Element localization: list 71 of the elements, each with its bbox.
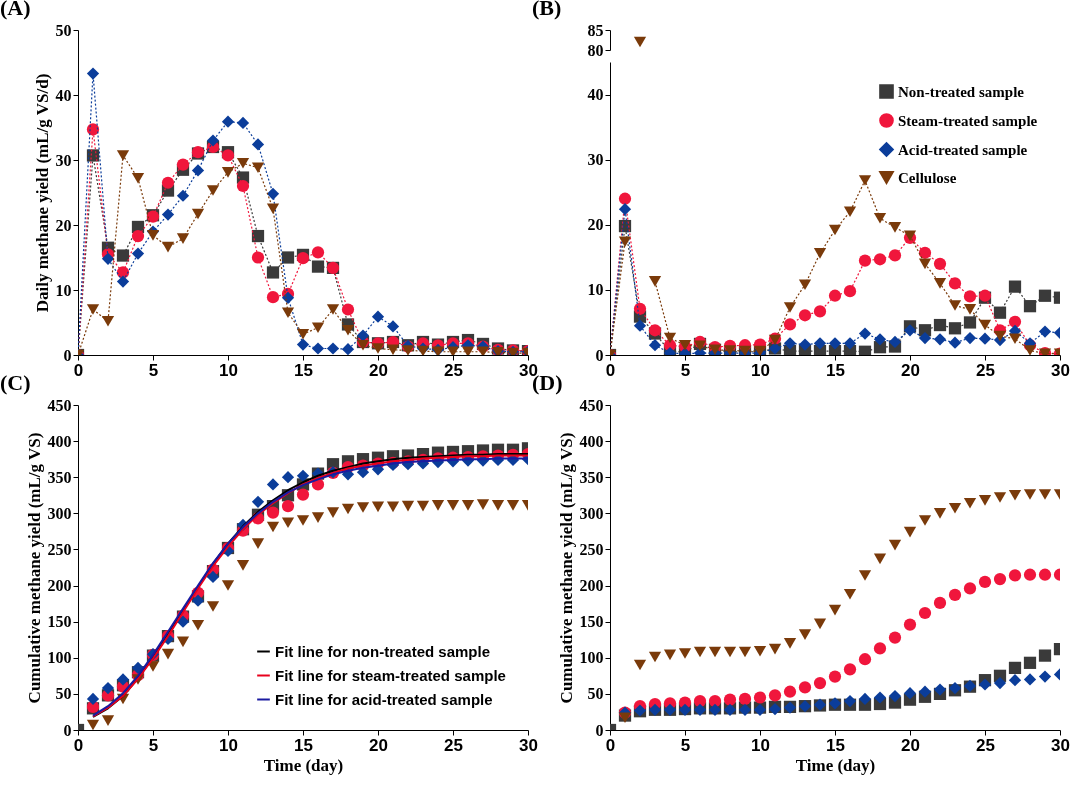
x-axis-title: Time (day) [263,755,344,775]
x-tick-label: 20 [369,735,388,755]
x-tick-label: 25 [444,735,463,755]
y-tick-label: 200 [47,577,72,595]
y-tick-label: 150 [47,613,72,631]
y-tick-label: 40 [587,86,604,104]
y-tick-label: 400 [579,432,604,450]
legend-label: Fit line for non-treated sample [275,642,491,660]
y-tick-label: 0 [63,346,72,364]
x-tick-label: 15 [826,735,845,755]
y-axis-title: Cumulative methane yield (mL/g VS) [24,432,44,704]
x-tick-label: 30 [1051,360,1070,380]
y-axis-title: Daily methane yield (mL/g VS/d) [32,73,52,313]
x-tick-label: 15 [826,360,845,380]
legend-label: Acid-treated sample [898,141,1028,158]
legend-label: Fit line for acid-treated sample [275,690,493,708]
x-tick-label: 10 [219,360,238,380]
y-tick-label: 10 [55,281,72,299]
x-tick-label: 5 [148,735,159,755]
x-tick-label: 15 [294,360,313,380]
y-tick-label: 0 [63,721,72,739]
y-tick-label: 0 [595,346,604,364]
y-tick-label: 450 [47,396,72,414]
y-tick-label: 50 [55,685,72,703]
x-tick-label: 5 [148,360,159,380]
x-tick-label: 25 [976,360,995,380]
y-tick-label: 150 [579,613,604,631]
x-tick-label: 10 [751,360,770,380]
y-tick-label: 450 [579,396,604,414]
y-tick-label: 30 [55,151,72,169]
x-tick-label: 20 [901,360,920,380]
y-tick-label: 100 [47,649,72,667]
chart-title: (B) [532,0,562,20]
y-tick-label: 20 [55,216,72,234]
y-tick-label: 50 [55,21,72,39]
x-axis-title: Time (day) [795,755,876,775]
y-tick-label: 400 [47,432,72,450]
x-tick-label: 25 [444,360,463,380]
y-tick-label: 200 [579,577,604,595]
y-tick-label: 350 [579,468,604,486]
x-tick-label: 20 [369,360,388,380]
x-tick-label: 20 [901,735,920,755]
y-tick-label: 85 [587,21,604,39]
y-tick-label: 0 [595,721,604,739]
y-tick-label: 10 [587,281,604,299]
y-tick-label: 300 [47,504,72,522]
x-tick-label: 10 [219,735,238,755]
y-tick-label: 100 [579,649,604,667]
chart-title: (A) [0,0,31,20]
y-tick-label: 30 [587,151,604,169]
chart-title: (C) [0,370,31,395]
x-tick-label: 5 [680,360,691,380]
y-tick-label: 50 [587,685,604,703]
y-tick-label: 250 [47,540,72,558]
legend-label: Fit line for steam-treated sample [275,666,506,684]
y-tick-label: 300 [579,504,604,522]
x-tick-label: 15 [294,735,313,755]
x-tick-label: 25 [976,735,995,755]
y-tick-label: 40 [55,86,72,104]
y-tick-label: 20 [587,216,604,234]
x-tick-label: 30 [519,735,538,755]
x-tick-label: 30 [1051,735,1070,755]
x-tick-label: 10 [751,735,770,755]
y-tick-label: 350 [47,468,72,486]
y-tick-label: 250 [579,540,604,558]
legend-label: Steam-treated sample [898,112,1038,129]
x-tick-label: 5 [680,735,691,755]
legend-label: Non-treated sample [898,83,1025,100]
y-axis-title: Cumulative methane yield (mL/g VS) [556,432,576,704]
legend-label: Cellulose [898,169,957,186]
y-tick-label: 80 [587,41,604,59]
